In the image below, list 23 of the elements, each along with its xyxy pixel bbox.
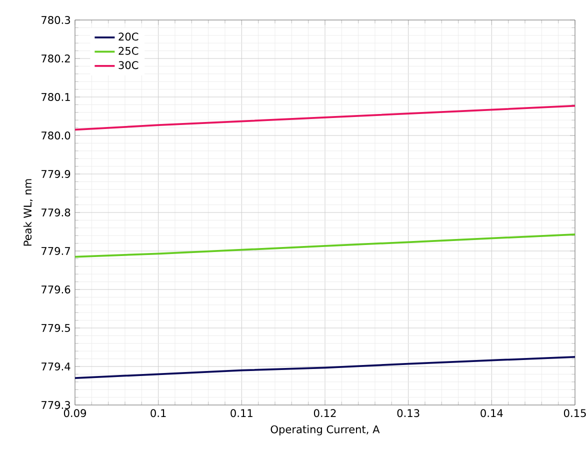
y-tick-label: 780.3 [42,16,70,24]
y-tick-label: 779.5 [42,324,70,332]
y-tick-label: 779.4 [42,362,70,370]
x-tick-label: 0.12 [314,409,336,418]
y-axis-title: Peak WL, nm [23,179,33,246]
y-tick-label: 780.0 [42,132,70,140]
y-tick-label: 779.8 [42,208,70,216]
y-tick-label: 780.1 [42,93,70,101]
x-tick-label: 0.13 [397,409,420,418]
x-axis-title: Operating Current, A [270,425,380,436]
y-tick-label: 779.9 [42,170,70,178]
legend-label: 20C [118,32,138,41]
legend-label: 30C [118,61,138,70]
y-tick-label: 779.6 [42,286,70,294]
x-tick-label: 0.1 [150,409,166,418]
x-tick-label: 0.15 [564,409,586,418]
y-tick-label: 779.3 [42,401,70,409]
legend-label: 25C [118,46,138,55]
y-tick-label: 780.2 [42,54,70,62]
y-tick-label: 779.7 [42,247,70,255]
x-tick-label: 0.09 [64,409,86,418]
x-tick-label: 0.14 [480,409,503,418]
x-tick-label: 0.11 [230,409,252,418]
